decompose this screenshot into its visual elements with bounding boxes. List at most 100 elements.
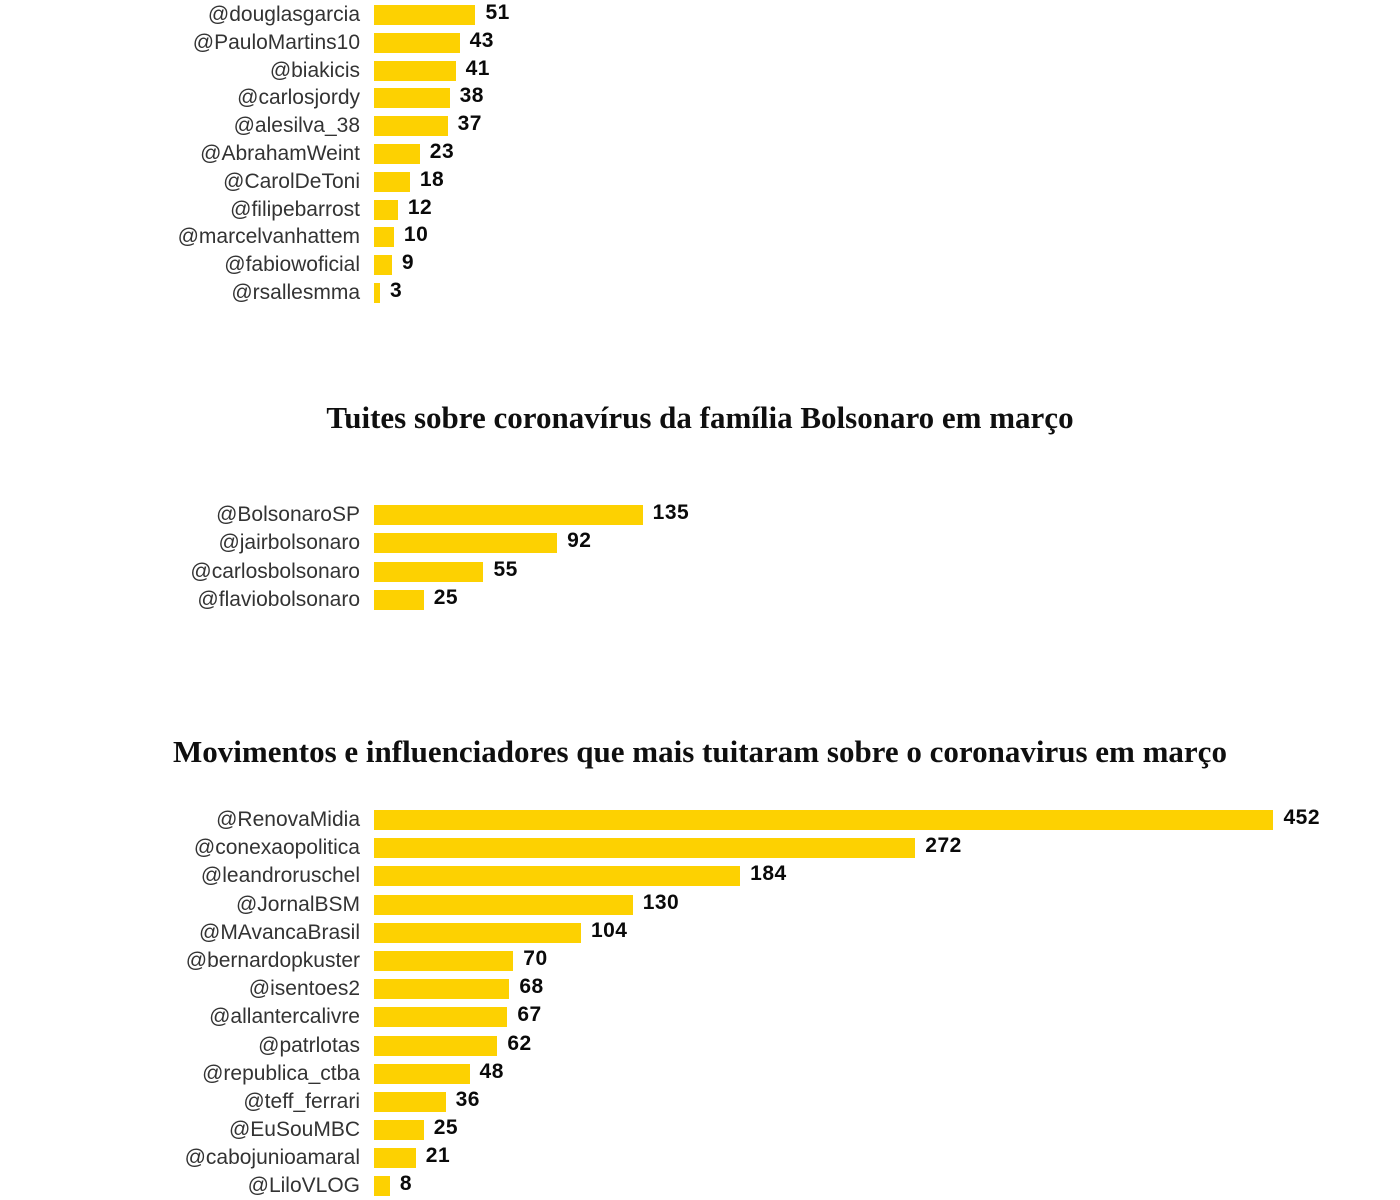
bar bbox=[374, 894, 633, 915]
bar-value: 3 bbox=[389, 278, 403, 302]
bar-row: @BolsonaroSP 135 bbox=[0, 501, 1400, 526]
bar-label: @conexaopolitica bbox=[193, 836, 360, 860]
bar-rows: @douglasgarcia 51 @PauloMartins10 43 @biakic… bbox=[0, 1, 1400, 304]
bar-label: @EuSouMBC bbox=[228, 1118, 360, 1142]
bar bbox=[374, 1007, 508, 1028]
bar-row: @carlosbolsonaro 55 bbox=[0, 558, 1400, 583]
bar-row: @jairbolsonaro 92 bbox=[0, 529, 1400, 555]
bar-row: @MAvancaBrasil 104 bbox=[0, 919, 1400, 943]
bar-row: @flaviobolsonaro 25 bbox=[0, 586, 1400, 611]
bar bbox=[374, 533, 558, 554]
bar-value: 184 bbox=[750, 862, 787, 886]
bar-row: @JornalBSM 130 bbox=[0, 891, 1400, 916]
chart-bolsonaro-family-tweets: @BolsonaroSP 135 @jairbolsonaro 92 @carlosbo… bbox=[0, 501, 1400, 611]
bar-label: @BolsonaroSP bbox=[216, 503, 360, 526]
bar-label: @bernardopkuster bbox=[185, 948, 360, 972]
bar-label: @marcelvanhattem bbox=[177, 225, 360, 249]
bar-row: @bernardopkuster 70 bbox=[0, 947, 1400, 972]
bar-label: @JornalBSM bbox=[235, 892, 360, 916]
bar-value: 12 bbox=[407, 195, 433, 219]
bar-row: @republica_ctba 48 bbox=[0, 1060, 1400, 1084]
bar-label: @cabojunioamaral bbox=[184, 1146, 360, 1170]
chart-title-movements-influencers: Movimentos e influenciadores que mais tu… bbox=[173, 734, 1227, 769]
bar-value: 104 bbox=[590, 918, 628, 942]
bar-row: @conexaopolitica 272 bbox=[0, 834, 1400, 860]
bar bbox=[374, 810, 1274, 830]
bar-label: @patrlotas bbox=[258, 1033, 360, 1057]
bar bbox=[374, 1063, 470, 1084]
bar bbox=[374, 1176, 390, 1197]
bar-row: @alesilva_38 37 bbox=[0, 112, 1400, 137]
bar-value: 41 bbox=[465, 56, 490, 80]
bar-value: 25 bbox=[433, 585, 459, 609]
bar-value: 36 bbox=[455, 1087, 480, 1111]
bar-label: @AbrahamWeint bbox=[200, 141, 360, 165]
bar-row: @cabojunioamaral 21 bbox=[0, 1144, 1400, 1170]
bar-rows: @BolsonaroSP 135 @jairbolsonaro 92 @carlosbo… bbox=[0, 501, 1400, 611]
bar-value: 51 bbox=[485, 1, 510, 24]
bar-value: 62 bbox=[507, 1031, 532, 1055]
bar-label: @carlosjordy bbox=[237, 86, 360, 110]
bar-value: 23 bbox=[429, 139, 455, 163]
bar-label: @leandroruschel bbox=[200, 864, 360, 888]
bar-row: @CarolDeToni 18 bbox=[0, 168, 1400, 193]
bar bbox=[374, 227, 394, 248]
bar-label: @RenovaMidia bbox=[216, 808, 360, 831]
bar bbox=[374, 838, 916, 859]
bar-row: @marcelvanhattem 10 bbox=[0, 223, 1400, 249]
bar-row: @leandroruschel 184 bbox=[0, 862, 1400, 888]
bar-label: @PauloMartins10 bbox=[192, 30, 360, 54]
bar-value: 135 bbox=[652, 501, 690, 524]
bar bbox=[374, 1091, 446, 1112]
bar-row: @carlosjordy 38 bbox=[0, 84, 1400, 110]
bar bbox=[374, 979, 510, 1000]
bar-value: 67 bbox=[517, 1003, 542, 1027]
bar-row: @LiloVLOG 8 bbox=[0, 1172, 1400, 1198]
bar bbox=[374, 1120, 424, 1141]
bar-row: @RenovaMidia 452 bbox=[0, 806, 1400, 831]
bar bbox=[374, 5, 476, 25]
bar-row: @biakicis 41 bbox=[0, 57, 1400, 82]
bar-row: @fabiowoficial 9 bbox=[0, 251, 1400, 277]
bar-label: @biakicis bbox=[269, 58, 360, 82]
bar-label: @allantercalivre bbox=[209, 1005, 360, 1029]
bar-value: 25 bbox=[433, 1116, 459, 1140]
bar-label: @isentoes2 bbox=[248, 977, 360, 1001]
bar-value: 55 bbox=[493, 557, 518, 581]
bar bbox=[374, 922, 581, 943]
bar-row: @EuSouMBC 25 bbox=[0, 1116, 1400, 1142]
bar bbox=[374, 1035, 498, 1056]
bar bbox=[374, 255, 392, 276]
bar-rows: @RenovaMidia 452 @conexaopolitica 272 @leand… bbox=[0, 806, 1400, 1198]
bar bbox=[374, 282, 380, 303]
bar-label: @jairbolsonaro bbox=[218, 531, 360, 555]
bar-label: @douglasgarcia bbox=[207, 3, 360, 26]
bar-row: @allantercalivre 67 bbox=[0, 1003, 1400, 1029]
bar-label: @fabiowoficial bbox=[224, 253, 360, 277]
bar-row: @teff_ferrari 36 bbox=[0, 1088, 1400, 1112]
bar-row: @patrlotas 62 bbox=[0, 1032, 1400, 1057]
bar-label: @CarolDeToni bbox=[223, 169, 360, 193]
bar-row: @isentoes2 68 bbox=[0, 975, 1400, 1001]
bar-label: @carlosbolsonaro bbox=[190, 559, 360, 583]
bar bbox=[374, 950, 514, 971]
bar-value: 68 bbox=[519, 975, 544, 999]
bar bbox=[374, 199, 398, 220]
bar-value: 70 bbox=[523, 946, 548, 970]
chart-movements-influencers-tweets: @RenovaMidia 452 @conexaopolitica 272 @leand… bbox=[0, 806, 1400, 1198]
bar bbox=[374, 32, 460, 53]
chart-deputies-tweets: @douglasgarcia 51 @PauloMartins10 43 @biakic… bbox=[0, 1, 1400, 304]
bar bbox=[374, 171, 410, 192]
bar-label: @rsallesmma bbox=[231, 280, 360, 304]
bar-row: @AbrahamWeint 23 bbox=[0, 140, 1400, 165]
chart-title-bolsonaro-family: Tuites sobre coronavírus da família Bols… bbox=[326, 400, 1074, 435]
bar-value: 38 bbox=[459, 84, 484, 108]
bar bbox=[374, 589, 424, 610]
bar bbox=[374, 143, 420, 164]
bar-row: @douglasgarcia 51 bbox=[0, 1, 1400, 26]
bar-label: @LiloVLOG bbox=[247, 1174, 360, 1198]
bar-label: @flaviobolsonaro bbox=[197, 587, 360, 611]
bar-value: 130 bbox=[642, 890, 680, 914]
bar-value: 10 bbox=[403, 223, 429, 247]
